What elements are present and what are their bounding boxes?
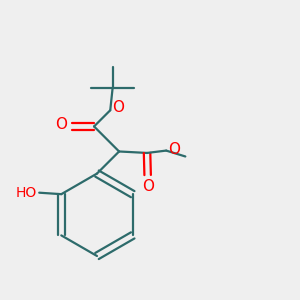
Text: O: O [142,179,154,194]
Text: O: O [56,117,68,132]
Text: O: O [112,100,124,116]
Text: O: O [168,142,180,157]
Text: HO: HO [16,186,37,200]
